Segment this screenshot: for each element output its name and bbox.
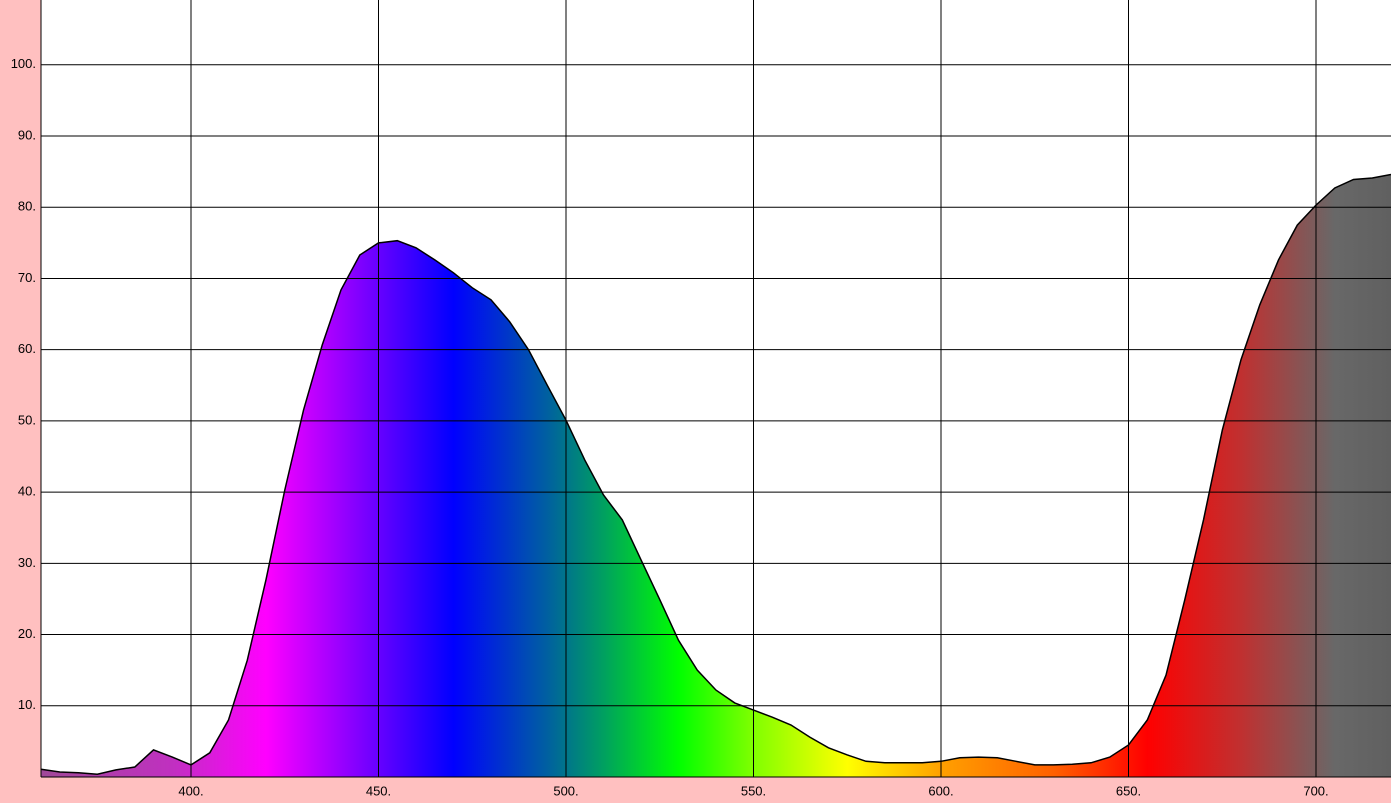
- y-tick-label: 80.: [18, 199, 36, 214]
- y-tick-label: 60.: [18, 341, 36, 356]
- y-tick-label: 90.: [18, 127, 36, 142]
- x-tick-label: 450.: [366, 783, 391, 798]
- y-tick-label: 10.: [18, 697, 36, 712]
- line: [40, 173, 1391, 775]
- y-tick-label: 50.: [18, 412, 36, 427]
- x-tick-label: 650.: [1116, 783, 1141, 798]
- x-tick-label: 500.: [553, 783, 578, 798]
- y-tick-label: 20.: [18, 626, 36, 641]
- y-tick-label: 70.: [18, 270, 36, 285]
- y-tick-label: 100.: [11, 56, 36, 71]
- x-tick-label: 700.: [1303, 783, 1328, 798]
- x-tick-label: 400.: [178, 783, 203, 798]
- y-tick-label: 30.: [18, 555, 36, 570]
- y-tick-label: 40.: [18, 484, 36, 499]
- x-tick-label: 550.: [741, 783, 766, 798]
- x-tick-label: 600.: [928, 783, 953, 798]
